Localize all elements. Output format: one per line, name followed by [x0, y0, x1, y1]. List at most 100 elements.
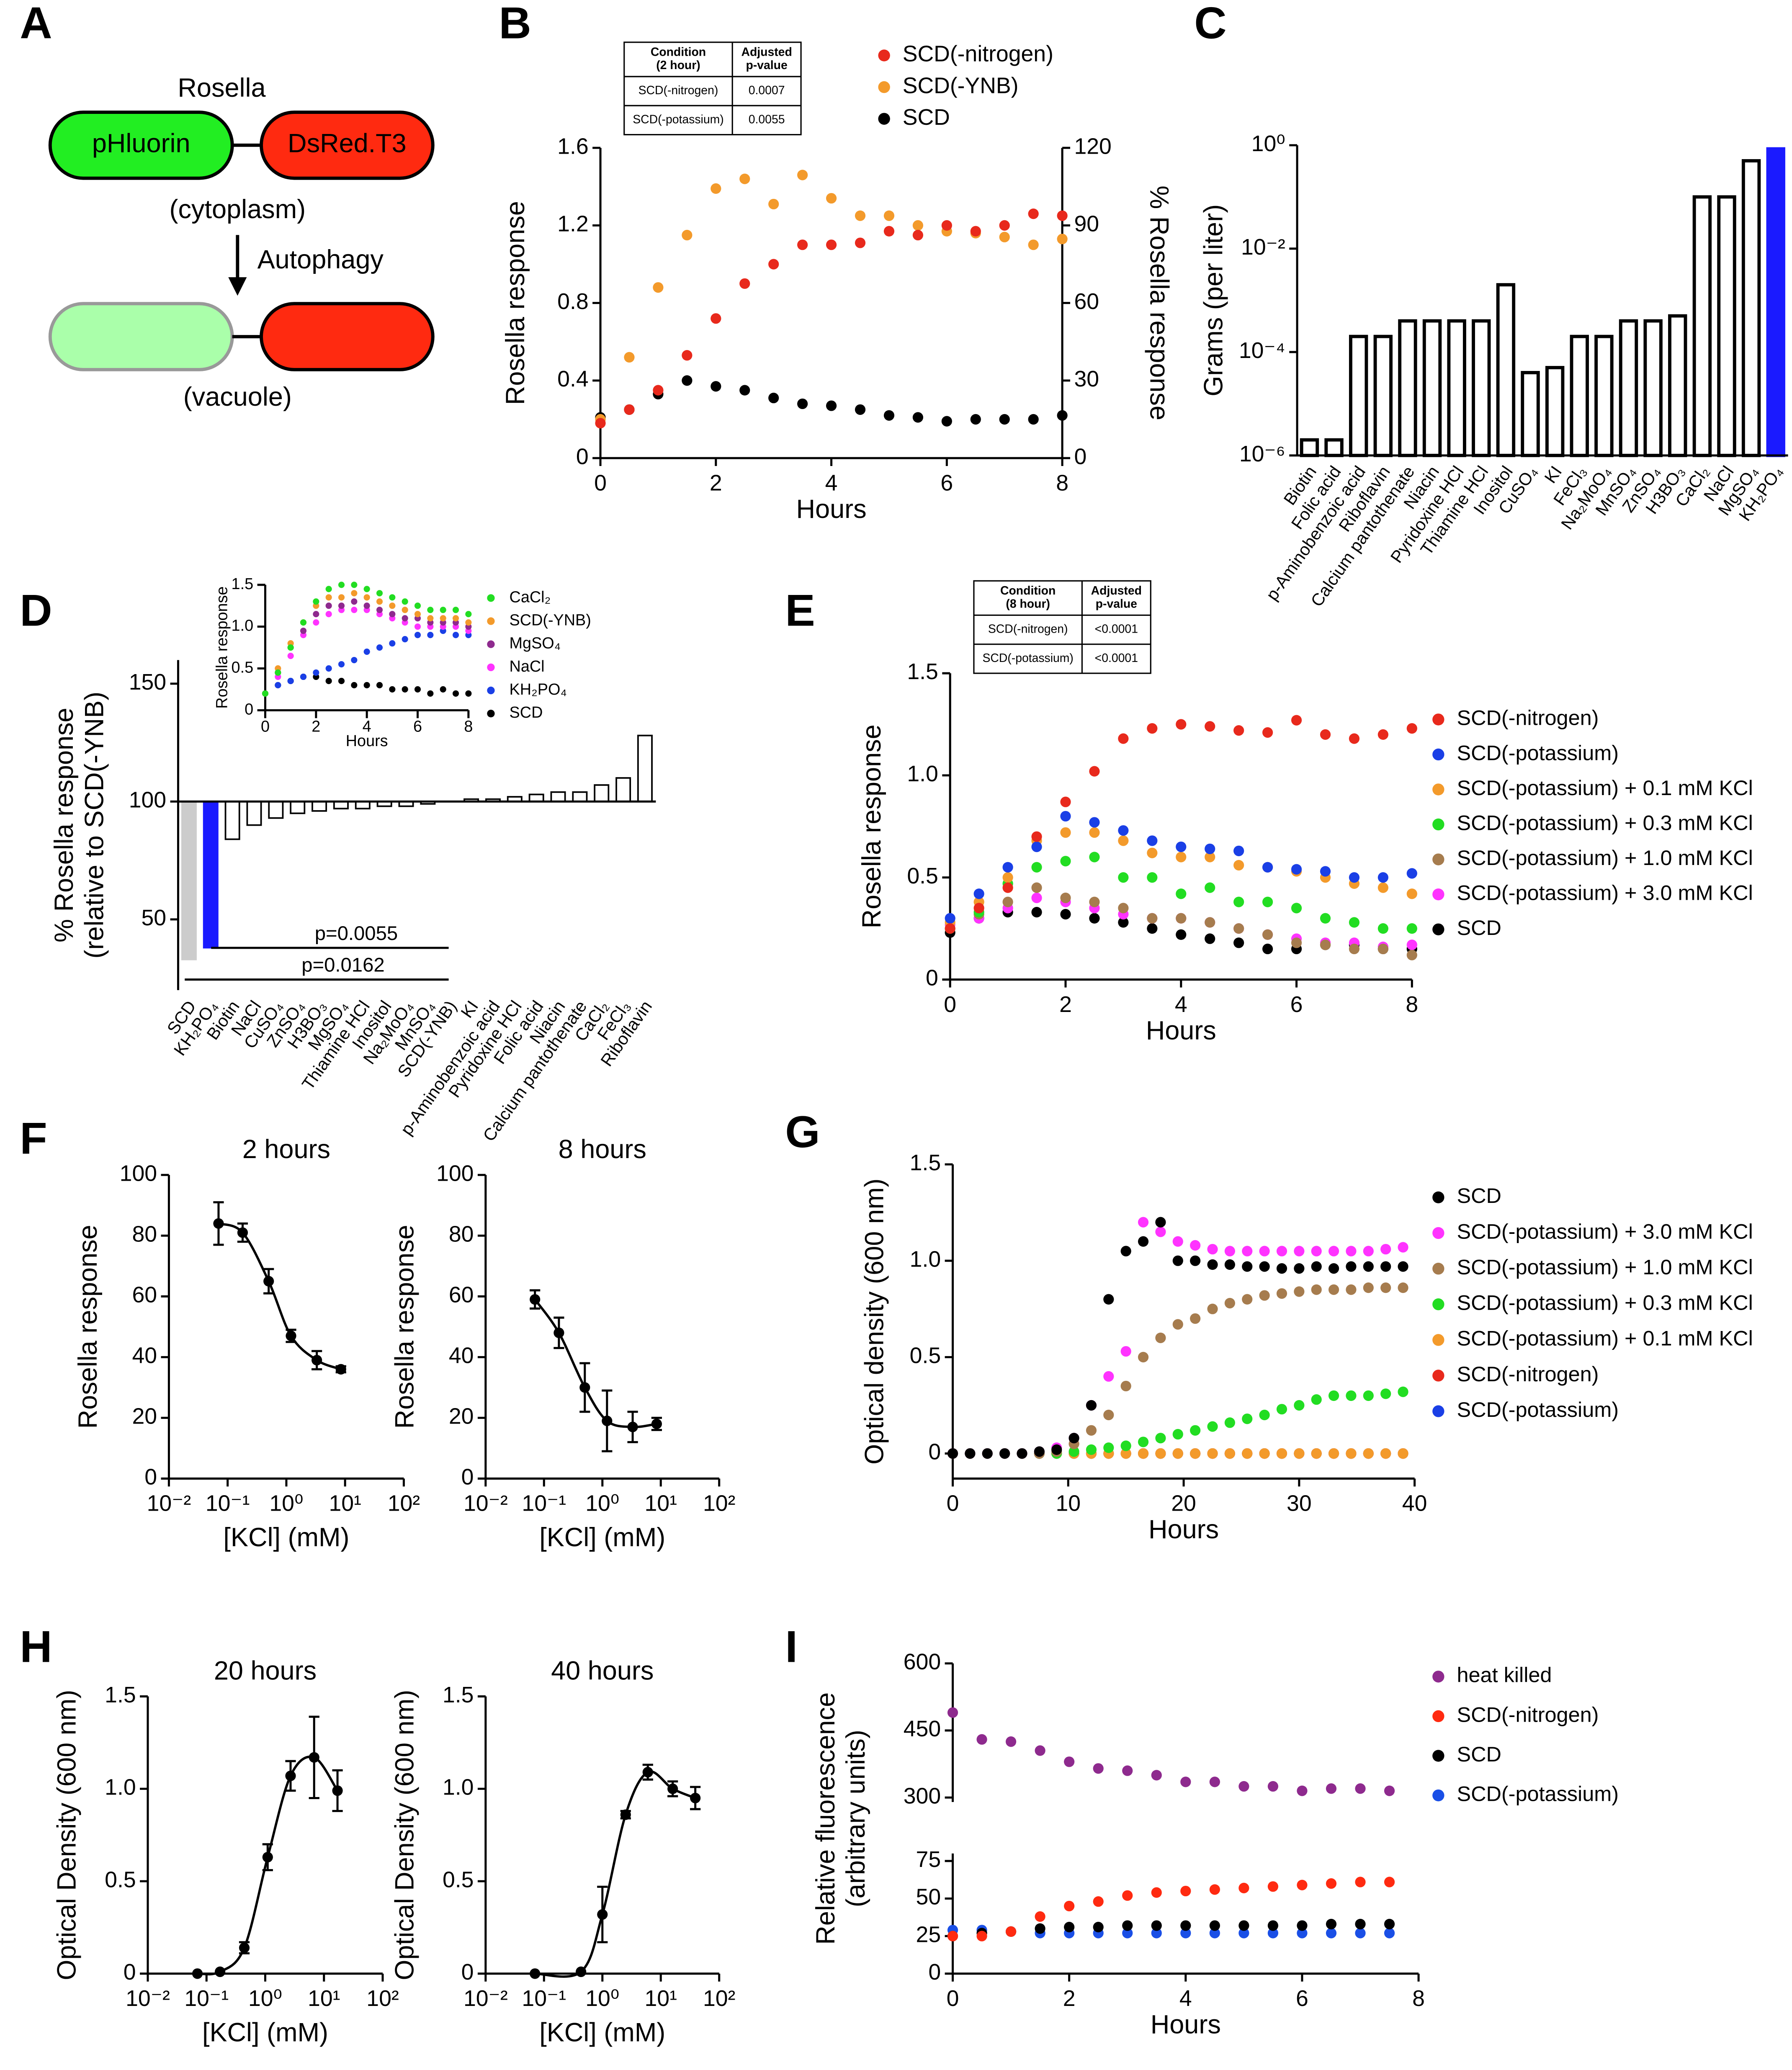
bar [1717, 195, 1736, 457]
data-point [711, 381, 721, 392]
data-point [945, 923, 955, 934]
data-point [1172, 1448, 1183, 1459]
table-header: (2 hour) [656, 59, 700, 72]
data-point [1064, 1900, 1075, 1912]
data-point [1406, 950, 1417, 960]
legend-marker [1432, 783, 1444, 796]
data-point [739, 278, 750, 289]
data-point [1242, 1448, 1253, 1459]
y2-axis-label: % Rosella response [1144, 185, 1174, 420]
table-cell: 0.0055 [749, 113, 785, 126]
bar [1472, 319, 1491, 457]
data-point [1291, 937, 1302, 948]
x-tick-label: 2 [312, 718, 320, 735]
table-cell: <0.0001 [1095, 651, 1138, 665]
data-point [1242, 1294, 1253, 1305]
data-point [1224, 1246, 1235, 1256]
legend-label: NaCl [510, 658, 545, 675]
data-point [1377, 923, 1388, 934]
data-point [427, 615, 434, 622]
y-tick-label: 40 [449, 1343, 474, 1368]
x-tick-label: 0 [944, 992, 956, 1017]
data-point [1326, 1783, 1337, 1794]
data-point [1120, 1380, 1131, 1392]
data-point [1118, 733, 1129, 744]
data-point [912, 220, 924, 231]
data-point [1089, 766, 1100, 777]
data-point [1120, 1448, 1131, 1459]
y-tick-label: 0 [144, 1465, 157, 1490]
data-point [1320, 940, 1331, 950]
data-point [363, 586, 370, 592]
data-point [452, 632, 459, 639]
data-point [1238, 1781, 1249, 1792]
data-point [325, 594, 332, 601]
data-point [1060, 827, 1071, 838]
data-point [1147, 872, 1158, 883]
data-point [1205, 917, 1215, 928]
x-tick-label: 10¹ [645, 1491, 677, 1516]
data-point [642, 1767, 653, 1778]
data-point [1355, 1783, 1366, 1794]
data-point [1238, 1920, 1249, 1931]
data-point [530, 1294, 541, 1305]
data-point [452, 607, 459, 613]
data-point [1089, 913, 1100, 924]
data-point [1291, 864, 1302, 875]
bar [1447, 319, 1466, 457]
box-label: pHluorin [92, 129, 191, 158]
x-tick-label: 4 [1175, 992, 1187, 1017]
data-point [1147, 847, 1158, 858]
data-point [1138, 1448, 1149, 1459]
bar [246, 801, 262, 826]
data-point [1380, 1244, 1391, 1255]
data-point [682, 375, 693, 386]
bar [615, 777, 631, 803]
data-point [1031, 907, 1042, 918]
legend-marker [1432, 1710, 1444, 1722]
data-point [855, 210, 866, 221]
data-point [1176, 929, 1187, 940]
box-label: DsRed.T3 [288, 129, 407, 158]
y-tick-label: 60 [132, 1282, 157, 1307]
data-point [351, 682, 358, 689]
legend-label: SCD(-potassium) + 1.0 mM KCl [1457, 846, 1753, 870]
y-tick-label: 1.2 [557, 211, 588, 237]
legend-label: SCD(-nitrogen) [1457, 706, 1599, 730]
x-tick-label: 30 [1287, 1491, 1312, 1516]
x-tick-label: 10⁻¹ [522, 1986, 566, 2011]
x-tick-label: 2 [1059, 992, 1072, 1017]
data-point [402, 686, 408, 693]
bar [572, 791, 588, 803]
y2-tick-label: 30 [1074, 366, 1099, 391]
y-axis-label: Rosella response [501, 201, 530, 405]
data-point [1363, 1282, 1374, 1293]
data-point [1089, 817, 1100, 828]
y-tick-label: 100 [129, 788, 166, 813]
data-point [1172, 1236, 1183, 1247]
annotation: p=0.0055 [315, 922, 398, 945]
data-point [452, 690, 459, 697]
data-point [768, 392, 779, 404]
data-point [624, 352, 635, 363]
data-point [313, 611, 319, 618]
x-tick-label: 4 [825, 470, 838, 495]
data-point [1151, 1928, 1162, 1939]
data-point [287, 652, 294, 659]
y-tick-label: 10⁻⁶ [1239, 441, 1285, 466]
data-point [1207, 1421, 1218, 1432]
legend-label: SCD(-YNB) [903, 73, 1019, 98]
data-point [1180, 1920, 1191, 1931]
data-point [1155, 1448, 1166, 1459]
data-point [1406, 868, 1417, 879]
data-point [1355, 1928, 1366, 1939]
bar [1766, 147, 1785, 457]
bar [355, 801, 371, 810]
data-point [300, 619, 307, 626]
data-point [237, 1227, 248, 1238]
x-axis-label: [KCl] (mM) [202, 2018, 328, 2047]
x-axis-label: Hours [1148, 1515, 1219, 1544]
data-point [325, 665, 332, 672]
data-point [1207, 1303, 1218, 1314]
y-tick-label: 1.0 [105, 1775, 136, 1800]
